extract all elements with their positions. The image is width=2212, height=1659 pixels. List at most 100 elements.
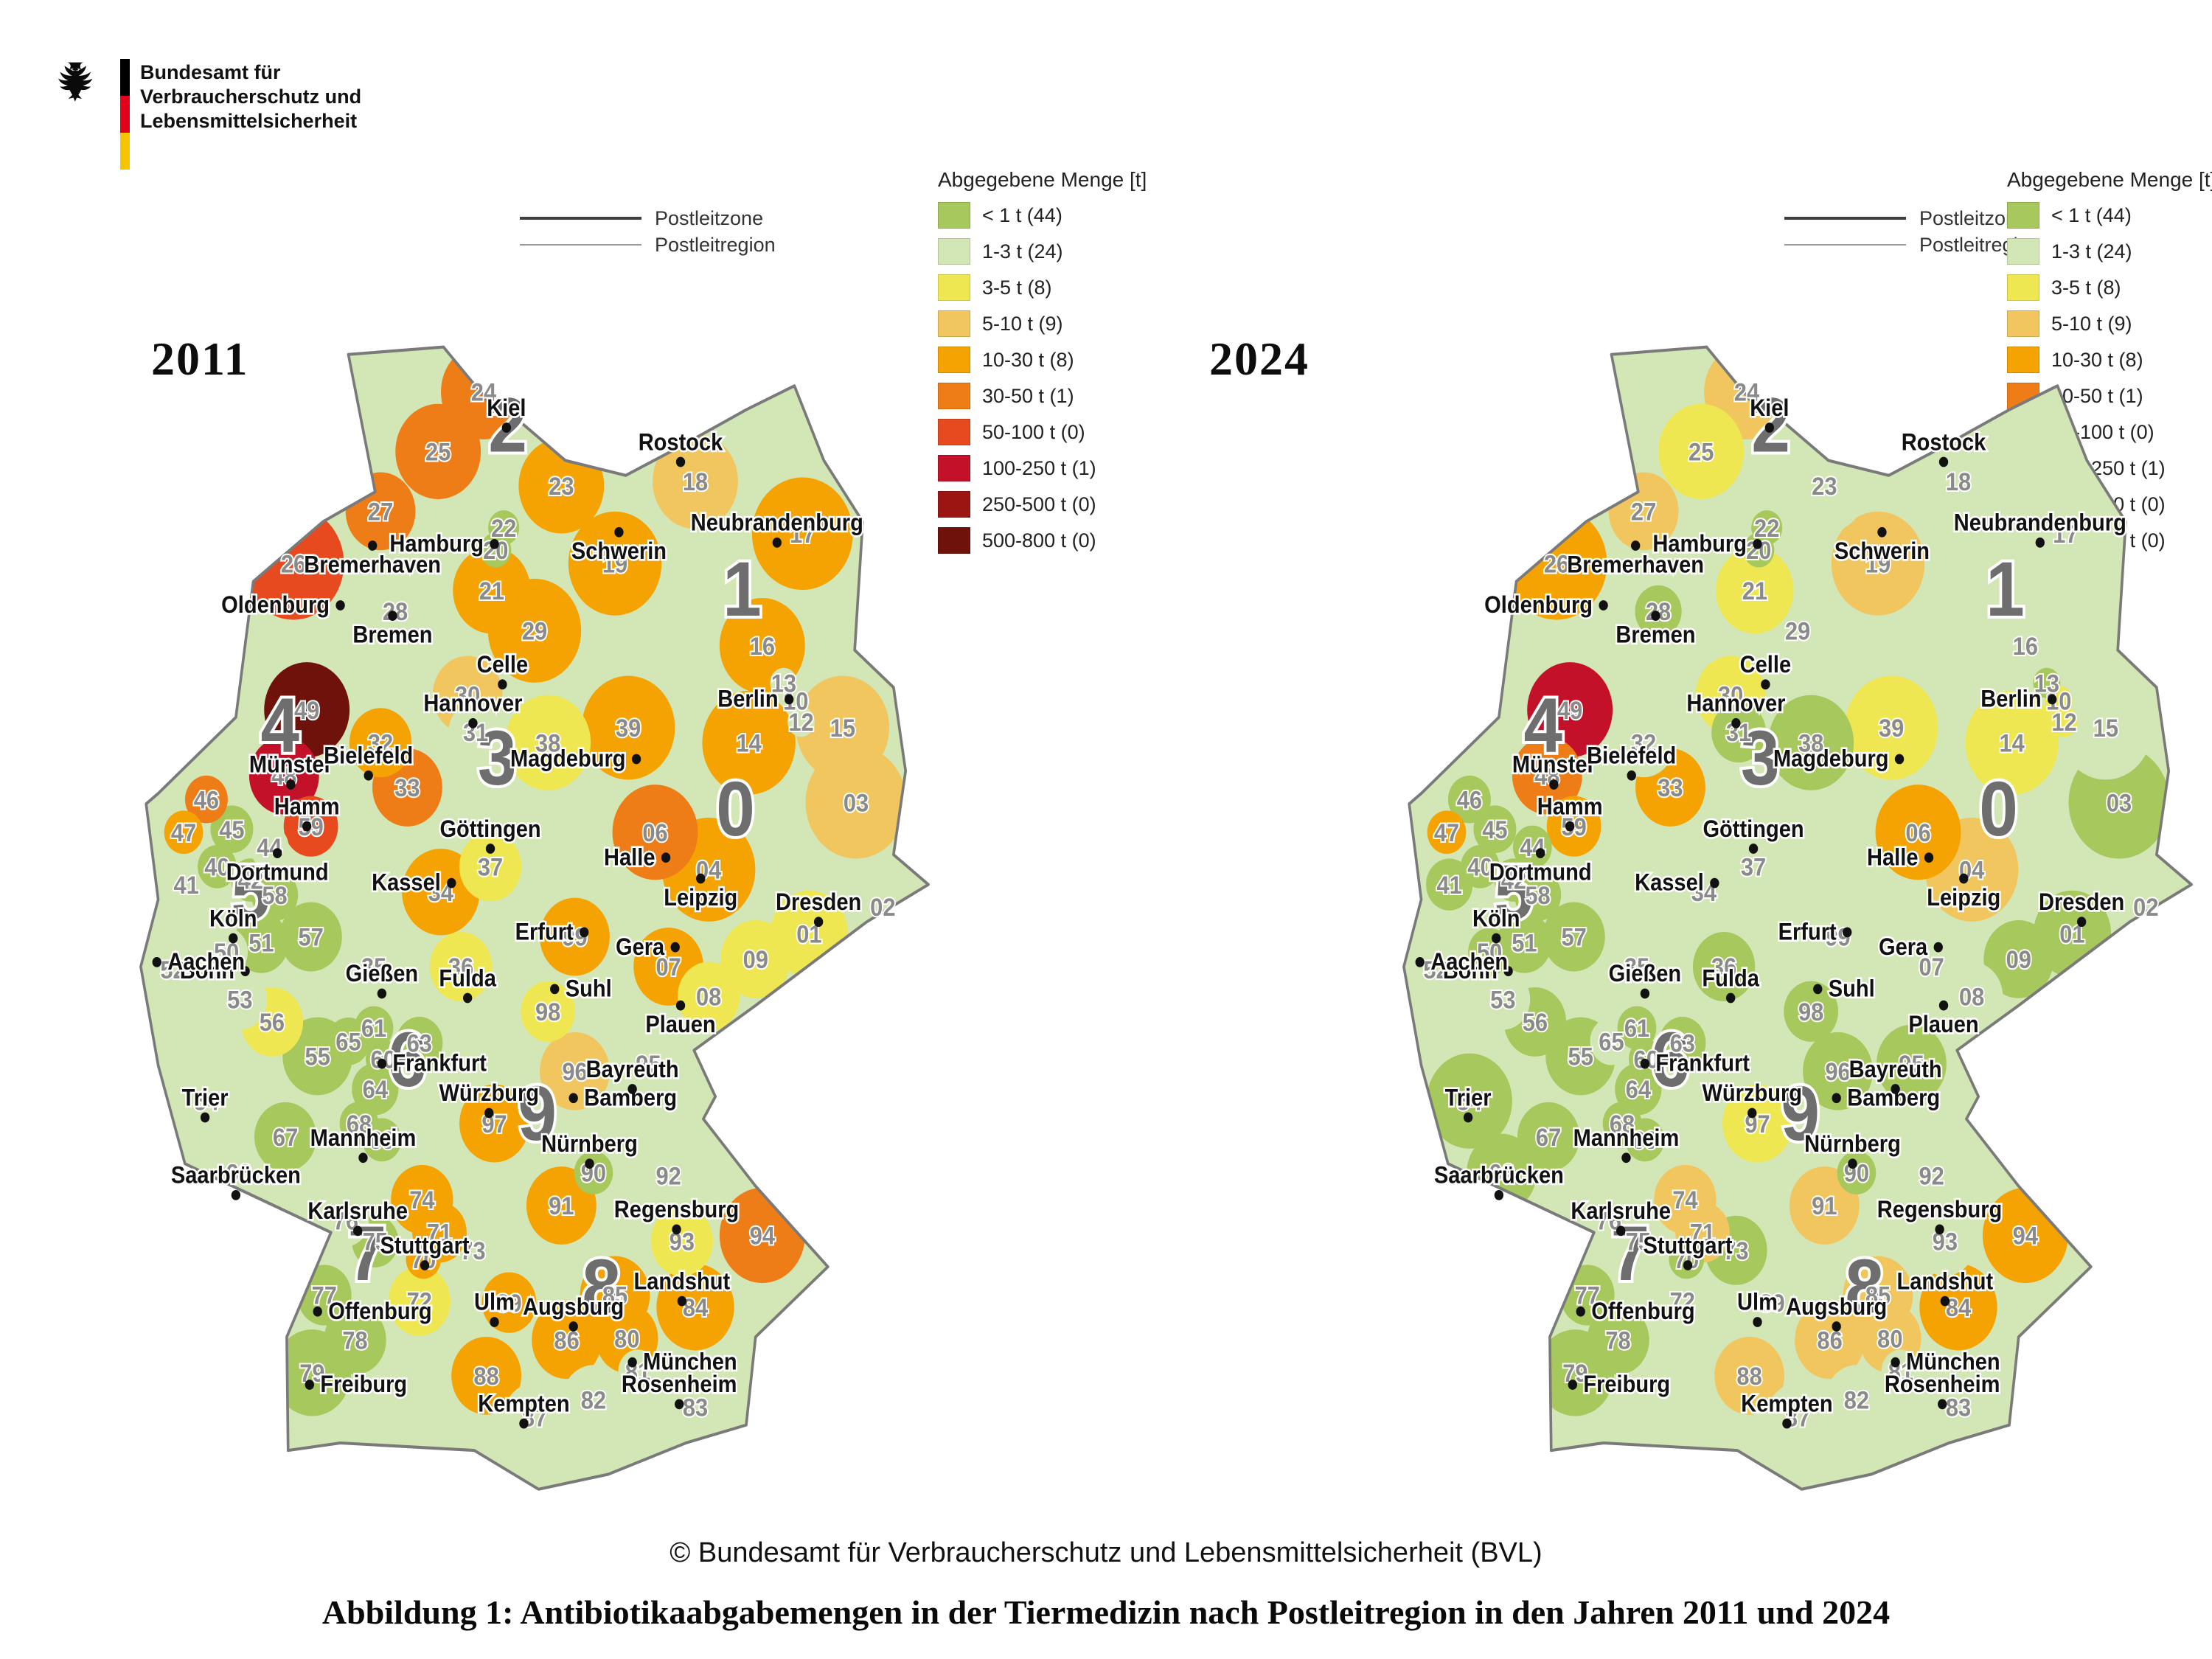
region-48 [1512, 736, 1582, 815]
region-72 [388, 1266, 451, 1336]
city-dot-Münster [1549, 779, 1559, 790]
region-number-51: 51 [1512, 928, 1537, 957]
legend-swatch [2007, 347, 2039, 373]
region-97 [1722, 1084, 1792, 1163]
region-84 [656, 1263, 734, 1351]
region-number-54: 54 [1457, 1087, 1482, 1116]
region-number-71: 71 [427, 1218, 452, 1247]
region-number-06: 06 [1905, 818, 1930, 846]
region-number-23: 23 [1812, 472, 1837, 501]
city-label-Hamburg: Hamburg [1652, 530, 1747, 557]
region-number-47: 47 [171, 818, 196, 846]
city-dot-Gießen [1640, 988, 1650, 999]
city-dot-Bayreuth [627, 1084, 637, 1094]
city-label-Offenburg: Offenburg [328, 1297, 431, 1324]
region-13 [770, 667, 798, 698]
city-dot-Rostock [1938, 456, 1949, 467]
region-number-56: 56 [260, 1007, 285, 1036]
city-label-Mannheim: Mannheim [1573, 1124, 1680, 1152]
region-92 [1892, 1132, 1971, 1220]
city-label-Landshut: Landshut [633, 1267, 730, 1295]
region-35 [338, 928, 409, 1006]
region-number-92: 92 [1919, 1161, 1944, 1190]
city-label-Suhl: Suhl [566, 975, 612, 1002]
city-dot-Schwerin [1877, 526, 1887, 538]
city-dot-Bremen [388, 611, 397, 622]
region-38 [1768, 695, 1854, 790]
flag-stripe [120, 59, 130, 170]
region-40 [1461, 844, 1500, 888]
region-15 [2059, 675, 2153, 780]
city-dot-Trier [1463, 1112, 1473, 1123]
city-label-Magdeburg: Magdeburg [510, 745, 626, 772]
choropleth-map-2011: 0123456789010203040607080910121314151617… [133, 310, 936, 1534]
city-label-Karlsruhe: Karlsruhe [1571, 1197, 1671, 1225]
city-dot-Halle [661, 852, 671, 863]
city-label-Kiel: Kiel [1750, 394, 1789, 421]
city-label-Dresden: Dresden [2039, 888, 2124, 916]
postleitregion-line [1784, 244, 1906, 246]
legend-swatch [938, 202, 970, 229]
city-dot-Bamberg [568, 1093, 578, 1104]
legend-label: 1-3 t (24) [982, 240, 1063, 262]
legend-swatch [938, 491, 970, 518]
legend-item: 5-10 t (9) [2007, 310, 2212, 337]
region-39 [1844, 675, 1938, 780]
figure-caption: Abbildung 1: Antibiotikaabgabemengen in … [321, 1593, 1891, 1631]
region-90 [574, 1151, 613, 1194]
region-17 [751, 477, 853, 591]
legend-item: 3-5 t (8) [2007, 274, 2212, 301]
region-08 [678, 961, 740, 1032]
city-label-Kiel: Kiel [487, 394, 526, 421]
region-number-84: 84 [683, 1293, 708, 1321]
region-number-26: 26 [1544, 549, 1569, 578]
city-dot-Hamburg [1753, 539, 1762, 549]
region-number-96: 96 [1825, 1057, 1850, 1085]
city-dot-Kiel [501, 422, 512, 433]
city-dot-Celle [1761, 679, 1770, 690]
region-96 [540, 1032, 610, 1110]
city-label-Oldenburg: Oldenburg [221, 591, 330, 619]
region-number-41: 41 [173, 870, 198, 899]
region-number-14: 14 [736, 728, 761, 757]
region-number-18: 18 [683, 467, 708, 495]
region-06 [612, 785, 698, 880]
region-number-06: 06 [642, 818, 667, 846]
region-number-61: 61 [361, 1014, 386, 1043]
region-number-32: 32 [1631, 728, 1656, 757]
city-dot-Frankfurt [377, 1058, 387, 1069]
region-number-36: 36 [448, 953, 473, 981]
city-dot-Frankfurt [1640, 1058, 1650, 1069]
line-legend-left: Postleitzone Postleitregion [520, 205, 800, 258]
region-41 [163, 858, 210, 911]
region-70 [406, 1239, 441, 1279]
legend-swatch [938, 274, 970, 301]
copyright-line: © Bundesamt für Verbraucherschutz und Le… [669, 1537, 1543, 1568]
city-dot-Bremerhaven [1631, 540, 1641, 551]
region-number-94: 94 [750, 1221, 775, 1250]
region-number-74: 74 [1672, 1185, 1697, 1214]
city-dot-Ulm [1753, 1317, 1762, 1327]
legend-swatch [938, 527, 970, 554]
region-number-08: 08 [696, 982, 721, 1011]
region-number-33: 33 [1658, 773, 1683, 802]
region-number-74: 74 [409, 1185, 434, 1214]
region-number-92: 92 [655, 1161, 681, 1190]
postleitzone-line [520, 217, 641, 220]
legend-item: 1-3 t (24) [938, 238, 1159, 265]
city-dot-Gera [1933, 942, 1943, 953]
city-dot-Bremen [1651, 611, 1660, 622]
region-number-84: 84 [1946, 1293, 1971, 1321]
city-dot-München [627, 1357, 637, 1368]
germany-map-svg: 0123456789010203040607080910121314151617… [139, 345, 930, 1491]
region-40 [198, 844, 237, 888]
region-number-58: 58 [262, 880, 287, 909]
city-dot-Suhl [550, 984, 560, 995]
region-63 [1659, 1017, 1706, 1069]
city-dot-Göttingen [1748, 844, 1759, 854]
region-09 [1983, 920, 2054, 998]
region-14 [1965, 690, 2059, 795]
region-number-52: 52 [160, 956, 185, 984]
city-label-Stuttgart: Stuttgart [1644, 1231, 1733, 1259]
germany-outline [139, 345, 930, 1491]
